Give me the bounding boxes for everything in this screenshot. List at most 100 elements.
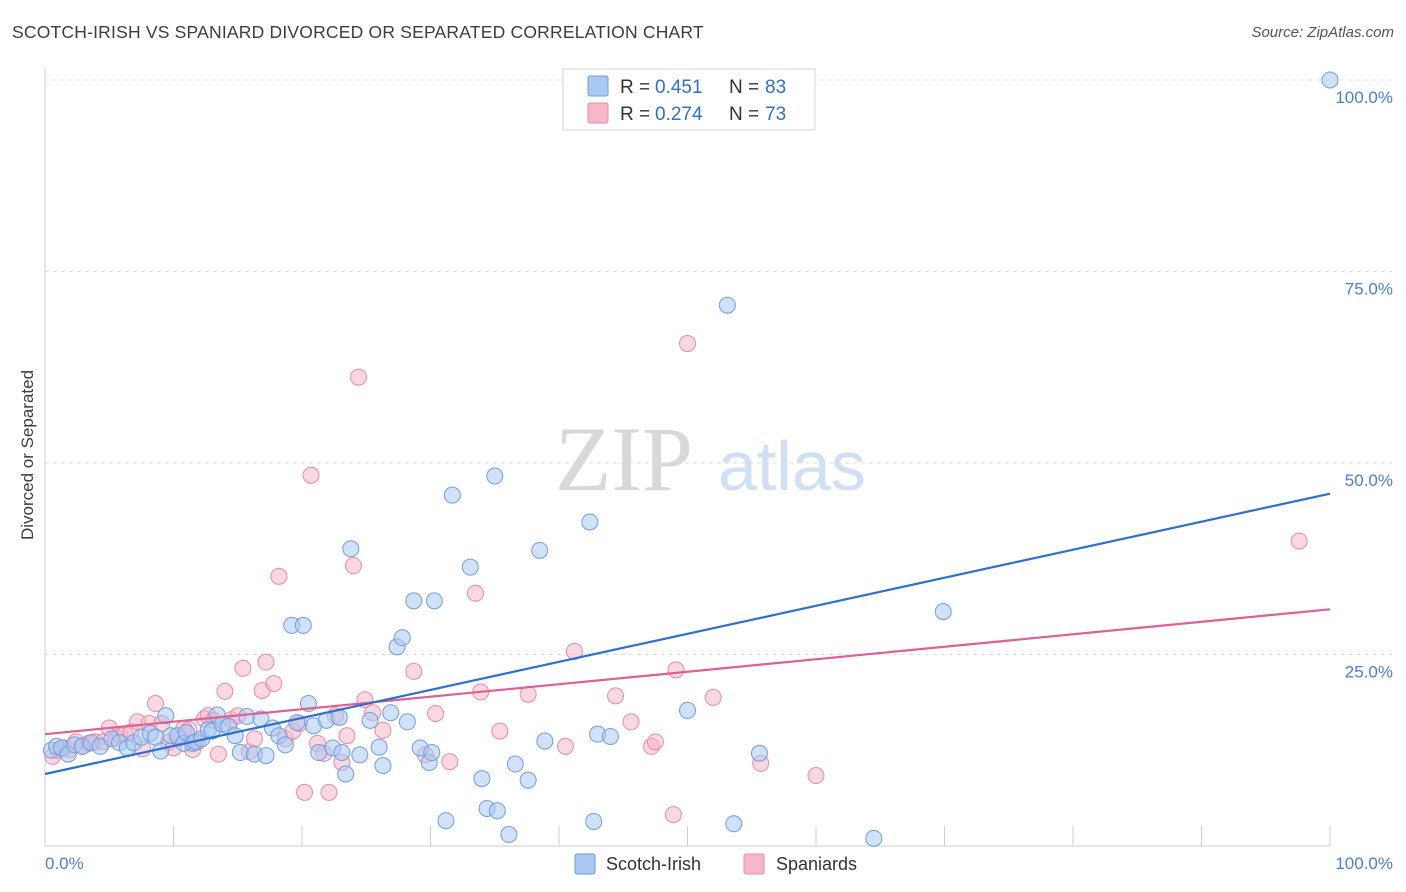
scotch-irish-point: [506, 755, 524, 773]
scotch-irish-point: [342, 540, 360, 558]
scotch-irish-point: [725, 815, 743, 833]
y-tick-label: 50.0%: [1345, 471, 1393, 490]
x-tick-label: 100.0%: [1335, 854, 1393, 873]
scotch-irish-point: [226, 727, 244, 745]
legend-n-value-2: 73: [765, 104, 786, 125]
chart-source: Source: ZipAtlas.com: [1251, 24, 1394, 41]
spaniards-point: [344, 557, 362, 575]
spaniards-point: [607, 687, 625, 705]
legend-n-label-2: N =: [729, 104, 759, 125]
spaniards-point: [320, 783, 338, 801]
spaniards-point: [257, 653, 275, 671]
bottom-legend-label-1: Scotch-Irish: [606, 854, 701, 874]
scotch-irish-trend-line: [44, 492, 1331, 776]
spaniards-point: [374, 721, 392, 739]
scotch-irish-point: [934, 603, 952, 621]
bottom-legend-label-2: Spaniards: [776, 854, 857, 874]
spaniards-point: [270, 567, 288, 585]
legend-r-label-1: R =: [620, 77, 650, 98]
scotch-irish-point: [276, 736, 294, 754]
scotch-irish-point: [519, 771, 537, 789]
watermark: ZIP atlas: [555, 408, 866, 510]
scotch-irish-point: [333, 744, 351, 762]
scotch-irish-point: [750, 744, 768, 762]
scotch-irish-point: [718, 296, 736, 314]
spaniards-point: [216, 682, 234, 700]
scotch-irish-point: [581, 513, 599, 531]
spaniards-point: [265, 675, 283, 693]
y-tick-label: 75.0%: [1345, 280, 1393, 299]
legend-n-label-1: N =: [729, 77, 759, 98]
spaniards-point: [350, 368, 368, 386]
legend-r-value-1: 0.451: [655, 77, 703, 98]
scotch-irish-point: [423, 744, 441, 762]
axes: [44, 68, 1331, 847]
watermark-atlas: atlas: [718, 427, 866, 505]
scotch-irish-point: [601, 727, 619, 745]
scotch-irish-point: [437, 812, 455, 830]
legend-r-label-2: R =: [620, 104, 650, 125]
spaniards-point: [556, 737, 574, 755]
scotch-irish-point: [294, 616, 312, 634]
scotch-irish-point: [310, 744, 328, 762]
legend-swatch-blue: [587, 75, 609, 97]
spaniards-point: [679, 335, 696, 353]
spaniards-point: [405, 662, 423, 680]
scotch-irish-point: [238, 708, 256, 726]
bottom-legend-swatch-pink: [743, 853, 765, 875]
spaniards-point: [338, 727, 356, 745]
legend-swatch-pink: [587, 102, 609, 124]
scotch-irish-point: [398, 713, 416, 731]
spaniards-point: [491, 722, 509, 740]
scotch-irish-point: [351, 746, 369, 764]
scotch-irish-point: [443, 486, 461, 504]
scotch-irish-point: [488, 802, 506, 820]
y-tick-label: 25.0%: [1345, 663, 1393, 682]
scotch-irish-point: [157, 707, 175, 725]
scotch-irish-point: [865, 829, 883, 847]
spaniards-point: [209, 745, 227, 763]
spaniards-point: [704, 688, 722, 706]
spaniards-point: [1290, 532, 1308, 550]
bottom-legend-swatch-blue: [574, 853, 596, 875]
scotch-irish-point: [231, 744, 249, 762]
spaniards-point: [807, 767, 825, 785]
scotch-irish-point: [461, 558, 479, 576]
scotch-irish-point: [585, 812, 603, 830]
spaniards-point: [622, 713, 640, 731]
x-tick-label: 0.0%: [45, 854, 84, 873]
spaniards-point: [245, 730, 263, 748]
scotch-irish-point: [361, 711, 379, 729]
trend-lines: [44, 492, 1331, 776]
y-axis-label: Divorced or Separated: [18, 370, 37, 540]
spaniards-point: [664, 806, 682, 824]
scotch-irish-point: [370, 738, 388, 756]
spaniards-point: [667, 661, 685, 679]
chart-title: SCOTCH-IRISH VS SPANIARD DIVORCED OR SEP…: [12, 22, 704, 42]
spaniards-point: [427, 704, 445, 722]
scotch-irish-point: [374, 757, 392, 775]
scotch-irish-point: [536, 732, 554, 750]
watermark-zip: ZIP: [555, 408, 693, 510]
scotch-irish-point: [1321, 71, 1339, 89]
scotch-irish-point: [473, 770, 491, 788]
scotch-irish-point: [405, 592, 423, 610]
spaniards-trend-line: [44, 608, 1331, 736]
spaniards-point: [646, 733, 664, 751]
scotch-irish-point: [257, 747, 275, 765]
legend-n-value-1: 83: [765, 77, 786, 98]
top-legend: R = 0.451 N = 83 R = 0.274 N = 73: [562, 68, 816, 131]
scotch-irish-points: [42, 71, 1339, 847]
scotch-irish-point: [500, 826, 518, 844]
spaniards-point: [466, 584, 484, 602]
bottom-legend: Scotch-Irish Spaniards: [574, 853, 857, 875]
spaniards-point: [441, 753, 459, 771]
spaniards-point: [234, 659, 252, 677]
grid-lines: [45, 79, 1392, 655]
scotch-irish-point: [393, 629, 411, 647]
scotch-irish-point: [486, 467, 504, 485]
scotch-irish-point: [337, 765, 355, 783]
scotch-irish-point: [425, 592, 443, 610]
spaniards-point: [302, 466, 320, 484]
